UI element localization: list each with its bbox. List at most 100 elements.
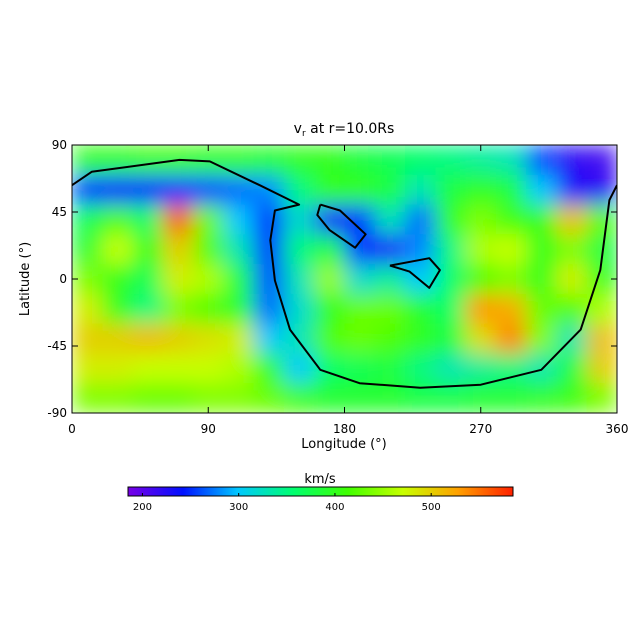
y-tick-label: -45 — [47, 339, 67, 353]
heat-cell — [223, 323, 255, 354]
heat-cell — [193, 264, 224, 295]
heat-cell — [526, 264, 557, 295]
chart-title: vr at r=10.0Rs — [294, 121, 395, 139]
heat-cell — [435, 353, 467, 384]
heat-cell — [586, 145, 617, 176]
heat-cell — [526, 145, 557, 176]
heat-cell — [465, 264, 497, 295]
heatmap-cells — [72, 145, 617, 413]
heat-cell — [314, 264, 345, 295]
heat-cell — [526, 383, 557, 413]
heat-cell — [132, 383, 164, 413]
heat-cell — [283, 353, 315, 384]
heat-cell — [253, 383, 285, 413]
heat-cell — [435, 293, 467, 325]
heat-cell — [465, 234, 497, 265]
heat-cell — [193, 293, 224, 325]
heat-cell — [465, 174, 497, 206]
heat-cell — [465, 204, 497, 235]
heat-cell — [556, 383, 588, 413]
heat-cell — [405, 264, 436, 295]
y-tick-label: 0 — [59, 272, 67, 286]
heat-cell — [132, 234, 164, 265]
heat-cell — [102, 204, 134, 235]
y-axis-label: Latitude (°) — [18, 242, 33, 316]
heat-cell — [374, 234, 406, 265]
heat-cell — [253, 323, 285, 354]
heat-cell — [435, 323, 467, 354]
heat-cell — [495, 145, 527, 176]
heat-cell — [495, 293, 527, 325]
heat-cell — [193, 353, 224, 384]
heat-cell — [374, 353, 406, 384]
heat-cell — [253, 145, 285, 176]
heat-cell — [405, 323, 436, 354]
heat-cell — [405, 293, 436, 325]
title-rest: at r=10.0Rs — [306, 121, 395, 137]
colorbar-tick-label: 500 — [422, 502, 441, 513]
heat-cell — [586, 353, 617, 384]
y-tick-label: 90 — [52, 138, 67, 152]
heat-cell — [405, 353, 436, 384]
heat-cell — [72, 234, 103, 265]
heat-cell — [556, 353, 588, 384]
heat-cell — [556, 264, 588, 295]
heat-cell — [465, 353, 497, 384]
heat-cell — [72, 323, 103, 354]
neutral-line — [389, 257, 441, 289]
heat-cell — [193, 323, 224, 354]
heat-cell — [344, 145, 376, 176]
heat-cell — [223, 264, 255, 295]
heat-cell — [72, 353, 103, 384]
title-sub: r — [302, 129, 306, 139]
heat-cell — [526, 323, 557, 354]
heat-cell — [435, 145, 467, 176]
heat-cell — [495, 234, 527, 265]
colorbar — [127, 486, 514, 497]
x-tick-label: 270 — [469, 422, 492, 436]
heat-cell — [132, 264, 164, 295]
heat-cell — [344, 293, 376, 325]
heat-cell — [586, 174, 617, 206]
heat-cell — [495, 383, 527, 413]
heat-cell — [193, 234, 224, 265]
heat-cell — [405, 174, 436, 206]
x-tick-label: 0 — [68, 422, 76, 436]
heat-cell — [102, 353, 134, 384]
heat-cell — [344, 264, 376, 295]
heat-cell — [405, 145, 436, 176]
heat-cell — [162, 383, 194, 413]
heat-cell — [314, 234, 345, 265]
axes: 0 90 180 270 360 -90 -45 0 45 90 200 300 400 500 — [47, 138, 628, 513]
heat-cell — [465, 323, 497, 354]
heat-cell — [193, 204, 224, 235]
heat-cell — [72, 174, 103, 206]
heat-cell — [405, 204, 436, 235]
heat-cell — [253, 293, 285, 325]
heat-cell — [162, 174, 194, 206]
heat-cell — [283, 234, 315, 265]
heat-cell — [162, 353, 194, 384]
y-tick-label: -90 — [47, 406, 67, 420]
heat-cell — [162, 264, 194, 295]
heat-cell — [132, 353, 164, 384]
heat-cell — [435, 204, 467, 235]
heat-cell — [344, 174, 376, 206]
heat-cell — [193, 174, 224, 206]
heat-cell — [344, 323, 376, 354]
heat-cell — [283, 174, 315, 206]
contours — [72, 158, 617, 389]
heat-cell — [132, 174, 164, 206]
neutral-line — [72, 158, 617, 389]
heat-cell — [374, 204, 406, 235]
heat-cell — [314, 383, 345, 413]
heat-cell — [556, 234, 588, 265]
heat-cell — [495, 353, 527, 384]
heat-cell — [526, 234, 557, 265]
heat-cell — [102, 293, 134, 325]
colorbar-tick-label: 300 — [229, 502, 248, 513]
heat-cell — [102, 234, 134, 265]
heat-cell — [102, 264, 134, 295]
heat-cell — [435, 234, 467, 265]
